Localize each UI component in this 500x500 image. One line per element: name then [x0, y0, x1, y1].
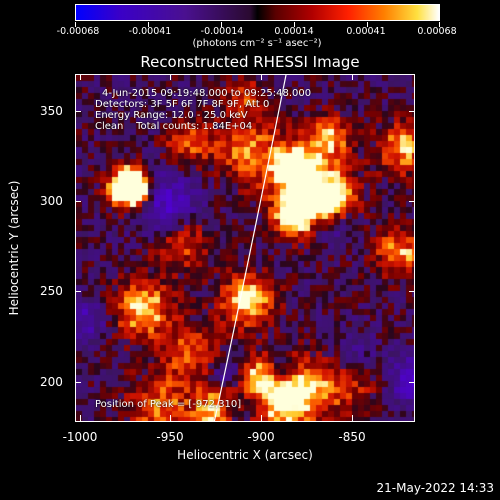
- colorbar: [75, 4, 440, 21]
- colorbar-tick: [148, 22, 149, 27]
- plot-title: Reconstructed RHESSI Image: [140, 53, 360, 71]
- energy-range-info: Energy Range: 12.0 - 25.0 keV: [95, 110, 248, 121]
- x-tick: [352, 74, 353, 80]
- x-tick: [170, 415, 171, 421]
- x-tick-label: -950: [156, 430, 184, 444]
- solar-limb-curve: [213, 75, 287, 421]
- colorbar-tick: [294, 22, 295, 27]
- x-tick-label: -900: [247, 430, 275, 444]
- colorbar-tick-label: -0.00041: [128, 26, 172, 37]
- x-tick: [261, 415, 262, 421]
- y-tick-label: 300: [40, 194, 63, 208]
- colorbar-tick: [367, 22, 368, 27]
- colorbar-tick-label: -0.00014: [200, 26, 244, 37]
- colorbar-tick-label: 0.00068: [417, 26, 457, 37]
- y-tick: [75, 382, 81, 383]
- clean-counts-info: Clean Total counts: 1.84E+04: [95, 121, 253, 132]
- x-tick-label: -850: [338, 430, 366, 444]
- x-tick: [80, 74, 81, 80]
- y-tick: [409, 291, 415, 292]
- colorbar-tick: [221, 22, 222, 27]
- x-tick: [170, 74, 171, 80]
- y-tick-label: 250: [40, 284, 63, 298]
- colorbar-tick: [75, 22, 76, 27]
- y-tick: [75, 111, 81, 112]
- x-tick: [261, 74, 262, 80]
- colorbar-tick-label: 0.00041: [346, 26, 386, 37]
- y-tick: [75, 291, 81, 292]
- plot-timestamp: 21-May-2022 14:33: [376, 481, 494, 495]
- y-tick: [409, 111, 415, 112]
- y-axis-label: Heliocentric Y (arcsec): [7, 180, 21, 316]
- y-tick: [75, 201, 81, 202]
- y-tick-label: 200: [40, 375, 63, 389]
- y-tick-label: 350: [40, 104, 63, 118]
- x-tick-label: -1000: [62, 430, 98, 444]
- x-axis-label: Heliocentric X (arcsec): [177, 448, 313, 462]
- colorbar-tick-label: -0.00068: [56, 26, 100, 37]
- colorbar-unit-label: (photons cm⁻² s⁻¹ asec⁻²): [192, 38, 322, 49]
- image-plot-area: [75, 74, 415, 422]
- y-tick: [409, 201, 415, 202]
- y-tick: [409, 382, 415, 383]
- x-tick: [352, 415, 353, 421]
- x-tick: [80, 415, 81, 421]
- detectors-info: Detectors: 3F 5F 6F 7F 8F 9F, Att 0: [95, 99, 270, 110]
- observation-time-range: 4-Jun-2015 09:19:48.000 to 09:25:48.000: [102, 88, 312, 99]
- reconstructed-image-heatmap: [76, 75, 414, 421]
- colorbar-tick: [439, 22, 440, 27]
- colorbar-tick-label: 0.00014: [274, 26, 314, 37]
- peak-position-info: Position of Peak = [-972,310]: [95, 399, 242, 410]
- limb-overlay: [213, 75, 287, 421]
